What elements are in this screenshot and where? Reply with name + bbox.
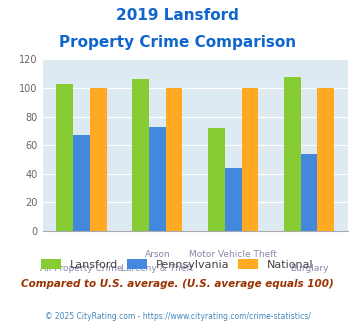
Text: Property Crime Comparison: Property Crime Comparison	[59, 35, 296, 50]
Text: © 2025 CityRating.com - https://www.cityrating.com/crime-statistics/: © 2025 CityRating.com - https://www.city…	[45, 312, 310, 321]
Bar	[208, 128, 225, 231]
Bar	[317, 88, 334, 231]
Text: Motor Vehicle Theft: Motor Vehicle Theft	[189, 250, 277, 259]
Bar	[166, 88, 182, 231]
Bar	[132, 80, 149, 231]
Text: 2019 Lansford: 2019 Lansford	[116, 8, 239, 23]
Bar	[241, 88, 258, 231]
Bar	[56, 84, 73, 231]
Text: All Property Crime: All Property Crime	[40, 264, 123, 273]
Bar	[90, 88, 106, 231]
Text: Larceny & Theft: Larceny & Theft	[121, 264, 193, 273]
Bar	[73, 135, 90, 231]
Text: Compared to U.S. average. (U.S. average equals 100): Compared to U.S. average. (U.S. average …	[21, 279, 334, 289]
Bar	[301, 154, 317, 231]
Text: Burglary: Burglary	[290, 264, 328, 273]
Bar	[225, 168, 241, 231]
Bar	[149, 127, 166, 231]
Bar	[284, 77, 301, 231]
Legend: Lansford, Pennsylvania, National: Lansford, Pennsylvania, National	[37, 255, 318, 274]
Text: Arson: Arson	[144, 250, 170, 259]
